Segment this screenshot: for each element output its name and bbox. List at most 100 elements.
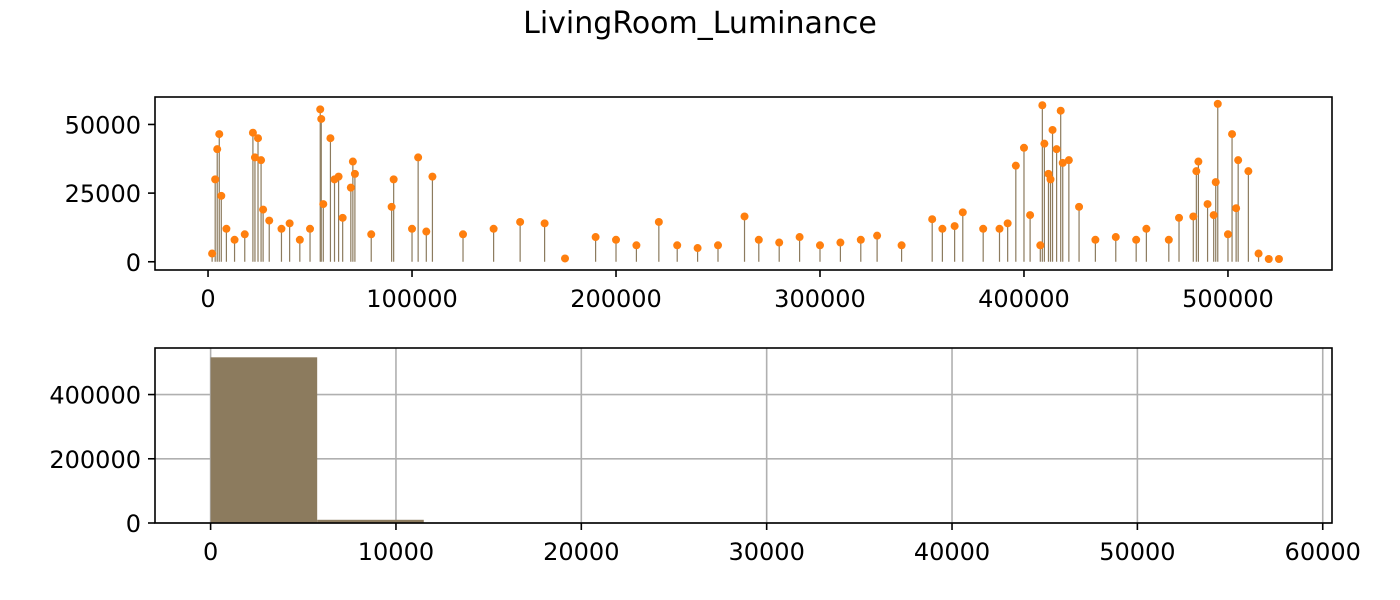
stem-marker xyxy=(230,235,239,244)
stem-marker xyxy=(1038,101,1047,110)
x-tick-label: 30000 xyxy=(728,538,804,566)
x-tick-label: 200000 xyxy=(570,285,662,313)
stem-marker xyxy=(1164,235,1173,244)
stem-marker xyxy=(277,224,286,233)
histogram-bar xyxy=(210,357,318,523)
stem-marker xyxy=(222,224,231,233)
x-tick-label: 0 xyxy=(200,285,215,313)
stem-marker xyxy=(1175,213,1184,222)
stem-marker xyxy=(815,241,824,250)
stem-marker xyxy=(250,153,259,162)
stem-marker xyxy=(693,244,702,253)
stem-marker xyxy=(257,156,266,165)
stem-marker xyxy=(1254,249,1263,258)
stem-marker xyxy=(612,235,621,244)
x-tick-label: 400000 xyxy=(978,285,1070,313)
stem-marker xyxy=(334,172,343,181)
stem-marker xyxy=(319,200,328,209)
stem-marker xyxy=(259,205,268,214)
stem-marker xyxy=(795,233,804,242)
stem-marker xyxy=(1011,161,1020,170)
stem-marker xyxy=(979,224,988,233)
stem-marker xyxy=(1111,233,1120,242)
stem-marker xyxy=(265,216,274,225)
y-tick-label: 0 xyxy=(126,510,141,538)
stem-marker xyxy=(348,157,357,166)
stem-marker xyxy=(346,183,355,192)
stem-plot-axes: 0 100000 200000 300000 400000 500000 0 25000 500… xyxy=(65,96,1333,313)
stem-marker xyxy=(654,217,663,226)
stem-marker xyxy=(217,191,226,200)
stem-marker xyxy=(1264,255,1273,264)
stem-marker xyxy=(1189,212,1198,221)
stem-marker xyxy=(540,219,549,228)
stem-marker xyxy=(1209,211,1218,220)
x-tick-label: 20000 xyxy=(543,538,619,566)
stem-marker xyxy=(938,224,947,233)
y-tick-label: 400000 xyxy=(49,382,141,410)
x-tick-label: 40000 xyxy=(914,538,990,566)
histogram-bar xyxy=(317,519,424,523)
stem-marker xyxy=(1026,211,1035,220)
stem-marker xyxy=(1064,156,1073,165)
stem-marker xyxy=(1040,139,1049,148)
stem-marker xyxy=(208,249,217,258)
y-tick-label: 200000 xyxy=(49,446,141,474)
stem-marker xyxy=(1132,235,1141,244)
stem-marker xyxy=(1003,219,1012,228)
stem-marker xyxy=(1232,204,1241,213)
stem-marker xyxy=(1203,200,1212,209)
stem-marker xyxy=(389,175,398,184)
stem-marker xyxy=(350,169,359,178)
stem-marker xyxy=(856,235,865,244)
stem-marker xyxy=(1211,178,1220,187)
stem-marker xyxy=(295,235,304,244)
stem-marker xyxy=(775,238,784,247)
stem-marker xyxy=(1036,241,1045,250)
stem-marker xyxy=(213,145,222,154)
stem-marker xyxy=(285,219,294,228)
stem-marker xyxy=(958,208,967,217)
stem-marker xyxy=(1091,235,1100,244)
stem-marker xyxy=(632,241,641,250)
stem-marker xyxy=(211,175,220,184)
stem-marker xyxy=(591,233,600,242)
stem-marker xyxy=(1244,167,1253,176)
stem-marker xyxy=(215,130,224,139)
y-tick-label: 25000 xyxy=(65,180,141,208)
stem-marker xyxy=(836,238,845,247)
x-tick-label: 10000 xyxy=(358,538,434,566)
x-tick-label: 0 xyxy=(203,538,218,566)
stem-marker xyxy=(248,128,257,137)
stem-marker xyxy=(754,235,763,244)
stem-marker xyxy=(1019,143,1028,152)
axes-frame xyxy=(154,347,1333,524)
stem-marker xyxy=(714,241,723,250)
stem-marker xyxy=(1046,175,1055,184)
stem-marker xyxy=(1052,145,1061,154)
stem-marker xyxy=(306,224,315,233)
stem-marker xyxy=(459,230,468,239)
stem-marker xyxy=(317,114,326,123)
stem-marker xyxy=(489,224,498,233)
stem-marker xyxy=(950,222,959,231)
x-tick-label: 300000 xyxy=(774,285,866,313)
stem-marker xyxy=(1213,99,1222,108)
y-tick-label: 0 xyxy=(126,249,141,277)
stem-marker xyxy=(516,217,525,226)
stem-marker xyxy=(873,231,882,240)
stem-marker xyxy=(740,212,749,221)
stem-marker xyxy=(1142,224,1151,233)
stem-marker xyxy=(387,202,396,211)
stem-marker xyxy=(928,215,937,224)
stem-marker xyxy=(1192,167,1201,176)
stem-marker xyxy=(1228,130,1237,139)
x-tick-label: 100000 xyxy=(366,285,458,313)
stem-marker xyxy=(1194,157,1203,166)
stem-marker xyxy=(408,224,417,233)
stem-marker xyxy=(316,105,325,114)
stem-marker xyxy=(897,241,906,250)
x-tick-label: 500000 xyxy=(1182,285,1274,313)
